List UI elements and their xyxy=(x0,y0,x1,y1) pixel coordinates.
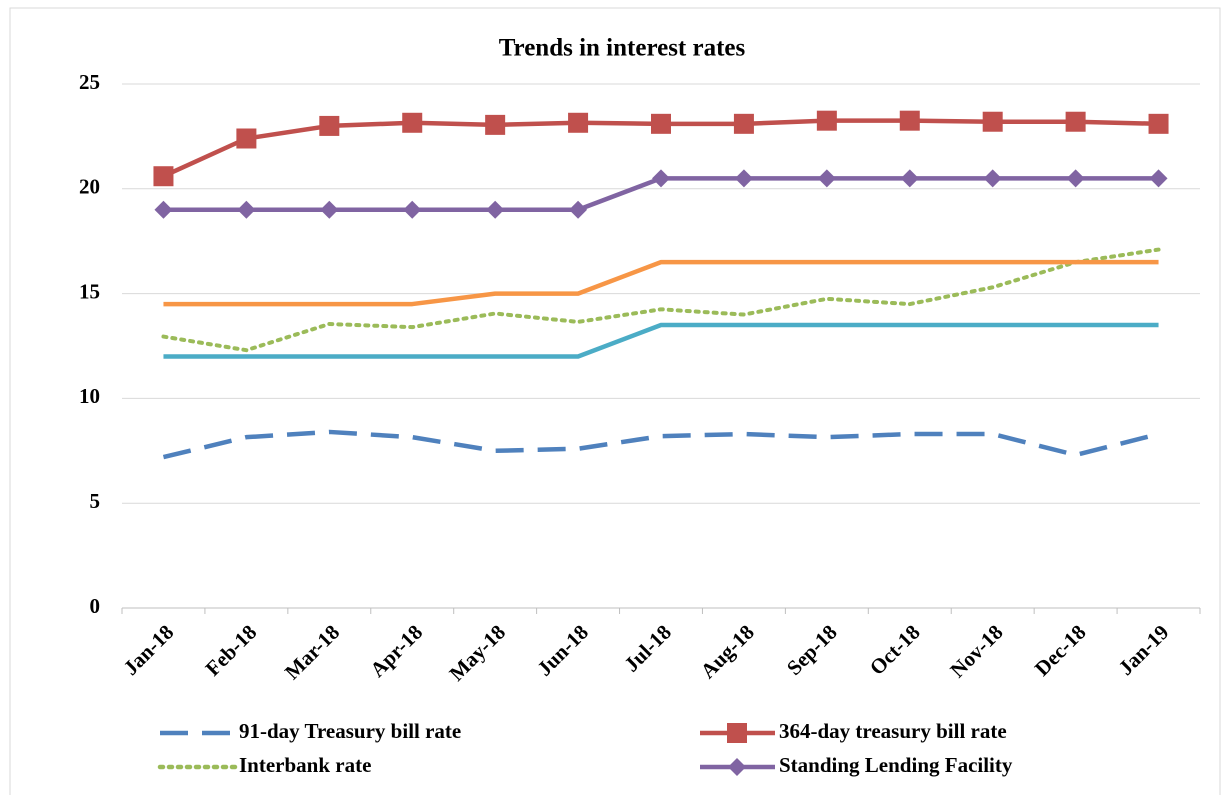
series-line xyxy=(163,322,1159,359)
data-point xyxy=(733,113,754,134)
legend-marker xyxy=(728,758,746,776)
chart-title: Trends in interest rates xyxy=(499,35,746,62)
data-point xyxy=(1065,111,1086,132)
data-point xyxy=(236,128,257,149)
series-line xyxy=(163,259,1159,307)
data-point xyxy=(402,112,423,133)
data-point xyxy=(734,169,753,188)
legend-label: Interbank rate xyxy=(239,753,371,777)
legend-marker xyxy=(727,723,747,743)
data-point xyxy=(983,169,1002,188)
data-point xyxy=(899,110,920,131)
y-tick-label: 10 xyxy=(79,384,100,408)
data-point xyxy=(652,169,670,188)
legend-label: 91-day Treasury bill rate xyxy=(239,719,461,743)
legend-label: 364-day treasury bill rate xyxy=(779,719,1007,743)
series-line xyxy=(161,247,1161,353)
data-point xyxy=(900,169,919,188)
data-point xyxy=(1066,169,1085,188)
y-tick-label: 5 xyxy=(90,489,101,513)
data-point xyxy=(319,115,340,136)
data-point xyxy=(651,113,671,134)
data-point xyxy=(817,169,836,188)
data-point xyxy=(1149,169,1168,188)
data-point xyxy=(982,111,1003,132)
data-point xyxy=(485,114,506,135)
data-point xyxy=(237,200,256,219)
data-point xyxy=(153,166,174,187)
y-tick-label: 15 xyxy=(79,279,100,303)
data-point xyxy=(568,112,589,133)
series-line xyxy=(162,429,1160,460)
data-point xyxy=(1148,113,1169,134)
data-point xyxy=(154,200,173,219)
data-point xyxy=(816,110,837,131)
chart-border xyxy=(9,7,1221,795)
data-point xyxy=(320,200,339,219)
y-tick-label: 0 xyxy=(90,594,101,618)
legend-label: Standing Lending Facility xyxy=(779,753,1013,777)
data-point xyxy=(569,200,588,219)
y-tick-label: 25 xyxy=(79,70,100,94)
data-point xyxy=(403,200,422,219)
data-point xyxy=(486,200,505,219)
y-tick-label: 20 xyxy=(79,175,100,199)
